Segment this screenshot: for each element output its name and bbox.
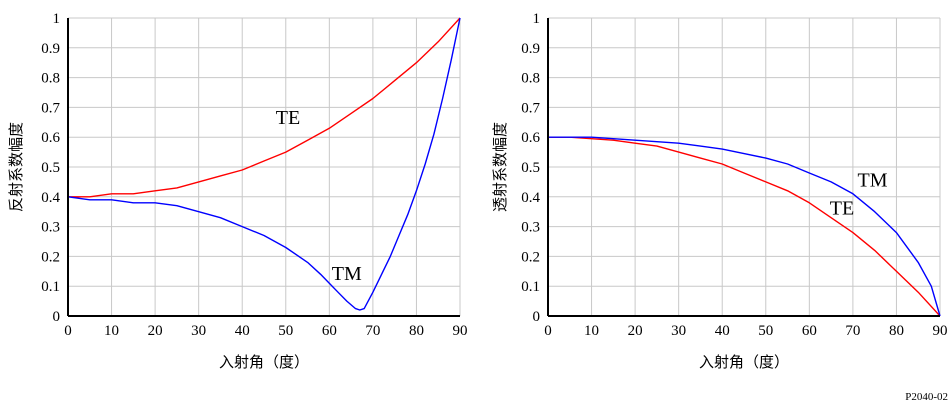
x-axis-title: 入射角（度）	[219, 354, 309, 371]
x-tick-label: 50	[758, 323, 773, 339]
curve-label-tm: TM	[857, 169, 887, 191]
x-tick-label: 0	[544, 323, 552, 339]
x-tick-label: 40	[715, 323, 730, 339]
x-tick-label: 20	[148, 323, 163, 339]
y-tick-label: 0.9	[521, 41, 540, 57]
x-tick-label: 30	[191, 323, 206, 339]
x-tick-label: 10	[104, 323, 119, 339]
y-tick-label: 0.5	[41, 160, 60, 176]
curve-label-te: TE	[276, 107, 300, 129]
x-tick-label: 60	[802, 323, 817, 339]
y-axis-title: 反射系数幅度	[8, 122, 25, 212]
y-tick-label: 0.7	[521, 100, 540, 116]
series-te-line	[548, 136, 941, 317]
axes	[547, 18, 940, 317]
y-tick-label: 0.2	[521, 249, 540, 265]
x-tick-label: 70	[365, 323, 380, 339]
y-tick-label: 0	[53, 309, 61, 325]
x-tick-label: 30	[671, 323, 686, 339]
y-axis-title: 透射系数幅度	[492, 122, 509, 212]
y-tick-label: 0.1	[41, 279, 60, 295]
y-tick-label: 0.6	[521, 130, 540, 146]
series-tm-line	[67, 17, 461, 311]
transmission-chart: 0 10 20 30 40 50 60 70 80 90 0 0.1 0.2 0.3 0.4 0.5 0.6 0.…	[492, 11, 948, 371]
reflection-chart: 0 10 20 30 40 50 60 70 80 90 0 0.1 0.2 0.3 0.4 0.5 0.6 0.…	[8, 11, 468, 371]
x-tick-label: 10	[584, 323, 599, 339]
y-tick-label: 0.7	[41, 100, 60, 116]
axes	[67, 18, 460, 317]
x-tick-label: 90	[933, 323, 948, 339]
series-group	[67, 17, 461, 311]
y-tick-label: 0.1	[521, 279, 540, 295]
series-te-line	[68, 17, 461, 198]
tick-labels: 0 10 20 30 40 50 60 70 80 90 0 0.1 0.2 0.3 0.4 0.5 0.6 0.…	[41, 11, 467, 339]
figure-id: P2040-02	[905, 391, 948, 403]
y-tick-label: 0.4	[521, 190, 540, 206]
y-tick-label: 0	[533, 309, 541, 325]
series-tm-line	[548, 136, 941, 317]
x-tick-label: 50	[278, 323, 293, 339]
curve-label-tm: TM	[332, 263, 362, 285]
y-tick-label: 1	[53, 11, 61, 27]
curve-label-te: TE	[830, 198, 854, 220]
x-tick-label: 0	[64, 323, 72, 339]
y-tick-label: 0.3	[41, 220, 60, 236]
y-tick-label: 0.9	[41, 41, 60, 57]
x-tick-label: 80	[409, 323, 424, 339]
tick-labels: 0 10 20 30 40 50 60 70 80 90 0 0.1 0.2 0.3 0.4 0.5 0.6 0.…	[521, 11, 947, 339]
y-tick-label: 0.6	[41, 130, 60, 146]
y-tick-label: 0.3	[521, 220, 540, 236]
x-tick-label: 70	[845, 323, 860, 339]
y-tick-label: 0.2	[41, 249, 60, 265]
y-tick-label: 0.5	[521, 160, 540, 176]
x-tick-label: 20	[628, 323, 643, 339]
y-tick-label: 0.8	[521, 71, 540, 87]
y-tick-label: 1	[533, 11, 541, 27]
series-group	[548, 136, 941, 317]
x-axis-title: 入射角（度）	[699, 354, 789, 371]
x-tick-label: 60	[322, 323, 337, 339]
x-tick-label: 90	[453, 323, 468, 339]
y-tick-label: 0.4	[41, 190, 60, 206]
grid	[547, 17, 941, 317]
curve-labels: TE TM	[276, 107, 362, 285]
y-tick-label: 0.8	[41, 71, 60, 87]
x-tick-label: 40	[235, 323, 250, 339]
x-tick-label: 80	[889, 323, 904, 339]
